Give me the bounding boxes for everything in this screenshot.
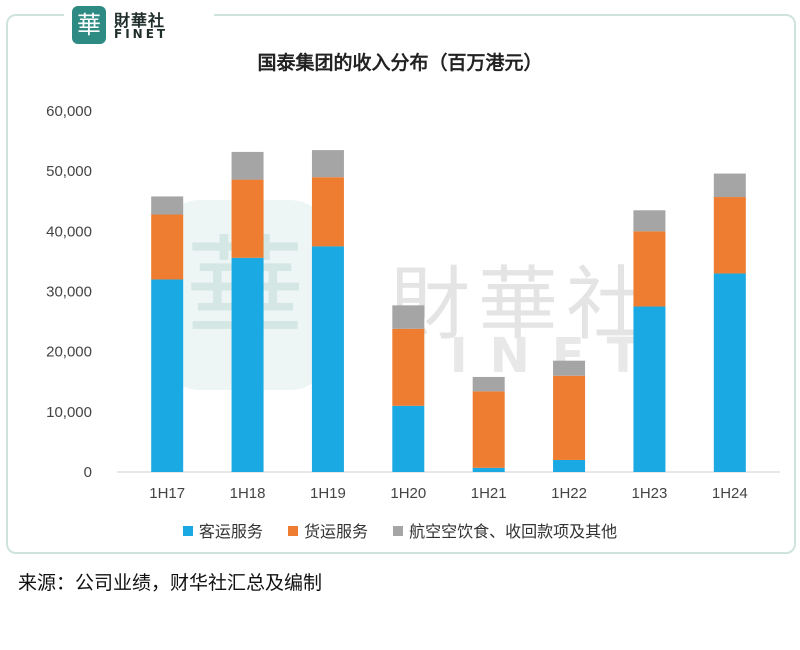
brand-badge-icon: 華: [72, 6, 106, 44]
y-tick-label: 30,000: [46, 284, 92, 301]
bar-passenger-1H20: [392, 405, 425, 472]
bar-cargo-1H21: [472, 391, 505, 468]
x-tick-label: 1H17: [149, 485, 185, 502]
bar-passenger-1H17: [151, 279, 184, 472]
bar-cargo-1H19: [311, 177, 344, 247]
y-tick-label: 20,000: [46, 344, 92, 361]
chart-title: 国泰集团的收入分布（百万港元）: [257, 52, 543, 74]
bar-passenger-1H23: [633, 306, 666, 472]
bar-other-1H22: [553, 360, 586, 376]
bar-cargo-1H20: [392, 328, 425, 406]
y-tick-label: 50,000: [46, 163, 92, 180]
x-tick-label: 1H19: [310, 485, 346, 502]
bar-other-1H20: [392, 305, 425, 329]
bar-passenger-1H19: [311, 246, 344, 472]
bar-other-1H19: [311, 150, 344, 178]
bar-passenger-1H24: [713, 273, 746, 472]
bar-cargo-1H17: [151, 214, 184, 280]
bar-passenger-1H22: [553, 459, 586, 472]
legend: 客运服务 货运服务 航空空饮食、收回款项及其他: [0, 518, 800, 542]
legend-label-other: 航空空饮食、收回款项及其他: [409, 522, 618, 541]
legend-swatch-other: [393, 526, 404, 536]
bar-cargo-1H22: [553, 375, 586, 460]
x-tick-label: 1H23: [632, 485, 668, 502]
x-tick-label: 1H18: [230, 485, 266, 502]
legend-item-other: 航空空饮食、收回款项及其他: [393, 518, 617, 542]
brand-logo: 華 財華社 FINET: [64, 4, 214, 46]
bar-passenger-1H18: [231, 257, 264, 472]
brand-name-cn: 財華社: [114, 11, 166, 30]
y-tick-label: 40,000: [46, 223, 92, 240]
bar-other-1H17: [151, 196, 184, 215]
legend-label-cargo: 货运服务: [303, 522, 368, 541]
bar-cargo-1H23: [633, 231, 666, 307]
bar-cargo-1H24: [713, 197, 746, 274]
legend-item-passenger: 客运服务: [182, 518, 263, 542]
x-tick-label: 1H24: [712, 485, 748, 502]
bar-other-1H23: [633, 210, 666, 232]
legend-item-cargo: 货运服务: [287, 518, 368, 542]
x-tick-label: 1H22: [551, 485, 587, 502]
y-tick-label: 10,000: [46, 404, 92, 421]
y-tick-label: 60,000: [46, 103, 92, 120]
bar-passenger-1H21: [472, 467, 505, 472]
x-tick-label: 1H21: [471, 485, 507, 502]
bar-other-1H18: [231, 151, 264, 180]
legend-swatch-cargo: [287, 526, 298, 536]
source-note: 来源：公司业绩，财华社汇总及编制: [18, 572, 323, 594]
brand-name-en: FINET: [114, 27, 169, 41]
legend-swatch-passenger: [182, 526, 193, 536]
bar-other-1H24: [713, 173, 746, 198]
y-tick-label: 0: [84, 464, 92, 481]
bar-other-1H21: [472, 376, 505, 392]
legend-label-passenger: 客运服务: [198, 522, 263, 541]
x-tick-label: 1H20: [390, 485, 426, 502]
bar-cargo-1H18: [231, 179, 264, 258]
